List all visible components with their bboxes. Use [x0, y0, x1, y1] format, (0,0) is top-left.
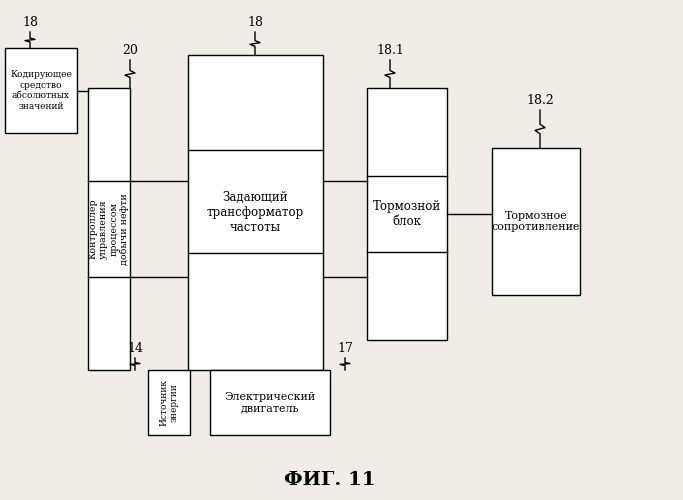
Text: 17: 17 — [337, 342, 353, 354]
Text: ФИГ. 11: ФИГ. 11 — [284, 471, 376, 489]
Bar — [188, 55, 323, 370]
Bar — [210, 370, 330, 435]
Bar — [148, 370, 190, 435]
Text: 18.1: 18.1 — [376, 44, 404, 57]
Text: 14: 14 — [127, 342, 143, 354]
Text: Источник
энергии: Источник энергии — [159, 379, 179, 426]
Text: Тормозной
блок: Тормозной блок — [373, 200, 441, 228]
Bar — [492, 148, 580, 295]
Bar — [88, 88, 130, 370]
Bar — [367, 88, 447, 340]
Text: 18.2: 18.2 — [526, 94, 554, 106]
Bar — [5, 48, 77, 133]
Text: Кодирующее
средство
абсолютных
значений: Кодирующее средство абсолютных значений — [10, 70, 72, 110]
Text: 18: 18 — [22, 16, 38, 28]
Text: Электрический
двигатель: Электрический двигатель — [225, 392, 316, 413]
Text: Задающий
трансформатор
частоты: Задающий трансформатор частоты — [207, 191, 304, 234]
Text: 20: 20 — [122, 44, 138, 57]
Text: Контроллер
управления
процессом
добычи нефти: Контроллер управления процессом добычи н… — [89, 193, 129, 265]
Text: Тормозное
сопротивление: Тормозное сопротивление — [492, 210, 581, 233]
Text: 18: 18 — [247, 16, 263, 28]
